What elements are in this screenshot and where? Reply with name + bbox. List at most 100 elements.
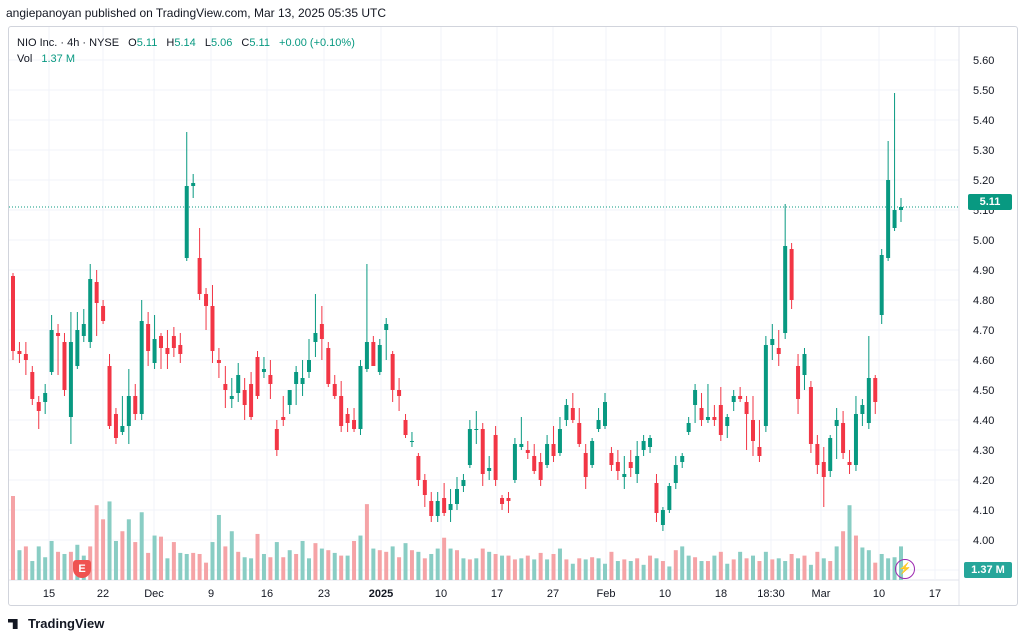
volume-bar: [538, 552, 543, 580]
volume-bar: [725, 563, 730, 580]
volume-label: Vol: [17, 53, 33, 65]
volume-bar: [352, 540, 357, 580]
candle-body: [615, 462, 620, 471]
volume-bar: [23, 546, 28, 580]
candle-body: [49, 330, 54, 372]
volume-bar: [159, 536, 163, 580]
time-tick-label: Dec: [144, 588, 164, 600]
candle-body: [667, 486, 672, 510]
earnings-marker[interactable]: E: [73, 560, 91, 578]
volume-bar: [139, 512, 144, 580]
volume-bar: [738, 551, 743, 580]
candle-body: [56, 333, 61, 336]
volume-bar: [165, 558, 170, 580]
volume-bar: [648, 555, 653, 580]
volume-bar: [120, 531, 125, 580]
candle-body: [133, 396, 138, 414]
volume-bar: [397, 557, 402, 580]
volume-bar: [873, 562, 878, 580]
low-value: 5.06: [210, 37, 233, 49]
candle-body: [204, 294, 209, 306]
candle-body: [512, 444, 517, 480]
volume-bar: [654, 558, 659, 580]
candle-body: [763, 345, 768, 426]
candle-body: [120, 426, 125, 432]
time-tick-label: 16: [261, 588, 273, 600]
volume-bar: [763, 551, 768, 580]
candle-body: [564, 405, 569, 420]
candle-body: [590, 441, 595, 465]
price-tick-label: 4.10: [973, 505, 994, 517]
tradingview-logo-icon: [8, 619, 18, 629]
candle-body: [808, 387, 813, 444]
volume-bar: [603, 563, 607, 580]
volume-bar: [487, 551, 492, 580]
volume-bar: [171, 542, 176, 580]
candle-body: [628, 462, 633, 468]
price-tick-label: 4.00: [973, 535, 994, 547]
candle-body: [718, 405, 723, 435]
volume-bar: [622, 559, 627, 580]
volume-bar: [358, 535, 363, 580]
volume-bar: [705, 561, 710, 580]
volume-bar: [841, 531, 846, 580]
candle-body: [783, 246, 788, 333]
volume-bar: [879, 553, 884, 580]
volume-bar: [307, 558, 311, 580]
candle-body: [853, 414, 858, 465]
candlestick-chart[interactable]: 5.605.505.405.305.205.105.004.904.804.70…: [9, 27, 1017, 605]
candle-body: [731, 396, 736, 402]
volume-bar: [313, 543, 318, 580]
time-tick-label: 23: [318, 588, 330, 600]
volume-bar: [319, 548, 324, 580]
volume-bar: [577, 558, 582, 580]
volume-bar: [783, 561, 788, 580]
candle-body: [545, 444, 550, 465]
symbol-label[interactable]: NIO Inc. · 4h · NYSE: [17, 37, 120, 49]
candle-body: [159, 336, 163, 348]
candle-body: [532, 456, 537, 471]
candle-body: [403, 420, 408, 435]
candle-body: [113, 414, 118, 438]
volume-bar: [821, 558, 826, 580]
candle-body: [705, 417, 710, 420]
candle-body: [461, 480, 466, 486]
grid: [9, 27, 960, 605]
volume-bar: [184, 553, 189, 580]
volume-bar: [113, 540, 118, 580]
volume-bar: [11, 496, 15, 580]
candle-body: [281, 417, 286, 420]
volume-bar: [796, 558, 801, 580]
candle-body: [313, 333, 318, 342]
candle-body: [191, 183, 196, 186]
volume-bar: [377, 550, 382, 580]
tradingview-logo[interactable]: TradingView: [8, 616, 104, 631]
candle-body: [725, 417, 730, 426]
time-tick-label: 22: [97, 588, 109, 600]
volume-bar: [339, 555, 344, 580]
volume-bar: [731, 559, 736, 580]
candle-body: [94, 282, 99, 303]
candle-body: [680, 456, 685, 462]
chart-frame[interactable]: 5.60 5.50 5.40 5.30 5.20 5.10 5.00 4.90 4.80 4.70…: [8, 26, 1018, 606]
price-tick-label: 5.00: [973, 235, 994, 247]
time-tick-label: 17: [929, 588, 941, 600]
candle-body: [796, 366, 801, 399]
volume-bar: [551, 553, 556, 580]
volume-bar: [751, 555, 755, 580]
candle-body: [422, 480, 427, 495]
volume-bar: [287, 550, 292, 580]
volume-bar: [300, 540, 305, 580]
candle-body: [332, 384, 337, 396]
candle-body: [287, 390, 292, 405]
candle-body: [68, 342, 73, 417]
volume-bar: [345, 555, 350, 580]
volume-bar: [583, 559, 588, 580]
volume-bar: [152, 535, 157, 580]
volume-bar: [493, 553, 498, 580]
price-tick-label: 5.50: [973, 85, 994, 97]
volume-bar: [557, 548, 562, 580]
brand-label: TradingView: [28, 616, 105, 631]
candle-body: [210, 306, 215, 351]
lightning-icon[interactable]: ⚡: [895, 559, 915, 579]
